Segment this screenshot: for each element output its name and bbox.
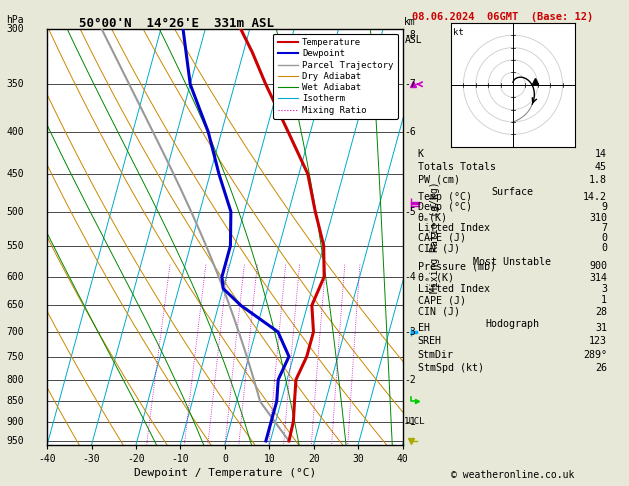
Text: 45: 45: [595, 162, 607, 172]
Text: Lifted Index: Lifted Index: [418, 284, 490, 294]
Text: SREH: SREH: [418, 336, 442, 346]
Text: Mixing Ratio (g/kg): Mixing Ratio (g/kg): [430, 181, 440, 293]
Text: 450: 450: [6, 169, 24, 179]
Text: hPa: hPa: [6, 15, 24, 25]
Text: © weatheronline.co.uk: © weatheronline.co.uk: [451, 470, 574, 480]
Text: 350: 350: [6, 79, 24, 89]
Text: 3: 3: [601, 284, 607, 294]
Text: Surface: Surface: [491, 187, 533, 197]
Text: CAPE (J): CAPE (J): [418, 233, 465, 243]
Text: 800: 800: [6, 375, 24, 384]
Text: 850: 850: [6, 396, 24, 406]
Text: Lifted Index: Lifted Index: [418, 223, 490, 233]
Text: -8: -8: [404, 30, 416, 40]
Text: 14: 14: [595, 149, 607, 159]
Text: StmDir: StmDir: [418, 349, 454, 360]
Text: -1: -1: [404, 417, 416, 427]
Text: -4: -4: [404, 272, 416, 282]
X-axis label: Dewpoint / Temperature (°C): Dewpoint / Temperature (°C): [134, 468, 316, 478]
Text: 400: 400: [6, 127, 24, 137]
Text: 1.8: 1.8: [589, 175, 607, 185]
Text: 314: 314: [589, 273, 607, 282]
Text: 0: 0: [601, 243, 607, 253]
Text: 500: 500: [6, 207, 24, 217]
Text: θₑ (K): θₑ (K): [418, 273, 454, 282]
Text: 900: 900: [589, 261, 607, 271]
Text: 650: 650: [6, 300, 24, 311]
Text: Pressure (mb): Pressure (mb): [418, 261, 496, 271]
Text: -2: -2: [404, 375, 416, 384]
Text: 50°00'N  14°26'E  331m ASL: 50°00'N 14°26'E 331m ASL: [79, 17, 274, 30]
Text: 7: 7: [601, 223, 607, 233]
Text: -7: -7: [404, 79, 416, 89]
Text: Dewp (°C): Dewp (°C): [418, 202, 472, 212]
Text: CIN (J): CIN (J): [418, 307, 460, 316]
Text: 26: 26: [595, 363, 607, 373]
Text: kt: kt: [454, 28, 464, 37]
Text: 900: 900: [6, 417, 24, 427]
Text: 550: 550: [6, 241, 24, 251]
Text: Hodograph: Hodograph: [486, 319, 539, 330]
Text: km: km: [404, 17, 416, 27]
Text: PW (cm): PW (cm): [418, 175, 460, 185]
Text: ASL: ASL: [404, 35, 422, 45]
Text: 310: 310: [589, 212, 607, 223]
Text: 289°: 289°: [583, 349, 607, 360]
Text: 750: 750: [6, 351, 24, 362]
Text: CIN (J): CIN (J): [418, 243, 460, 253]
Text: 600: 600: [6, 272, 24, 282]
Text: -3: -3: [404, 327, 416, 337]
Text: 28: 28: [595, 307, 607, 316]
Text: EH: EH: [418, 323, 430, 333]
Text: Most Unstable: Most Unstable: [473, 257, 552, 267]
Text: 1: 1: [601, 295, 607, 305]
Text: StmSpd (kt): StmSpd (kt): [418, 363, 484, 373]
Text: 700: 700: [6, 327, 24, 337]
Text: 31: 31: [595, 323, 607, 333]
Text: 08.06.2024  06GMT  (Base: 12): 08.06.2024 06GMT (Base: 12): [412, 12, 593, 22]
Text: Temp (°C): Temp (°C): [418, 192, 472, 202]
Text: 123: 123: [589, 336, 607, 346]
Text: 300: 300: [6, 24, 24, 34]
Text: -5: -5: [404, 207, 416, 217]
Text: θₑ(K): θₑ(K): [418, 212, 448, 223]
Legend: Temperature, Dewpoint, Parcel Trajectory, Dry Adiabat, Wet Adiabat, Isotherm, Mi: Temperature, Dewpoint, Parcel Trajectory…: [273, 34, 398, 119]
Text: -6: -6: [404, 127, 416, 137]
Text: 1LCL: 1LCL: [404, 417, 426, 426]
Text: 9: 9: [601, 202, 607, 212]
Text: K: K: [418, 149, 424, 159]
Text: 0: 0: [601, 233, 607, 243]
Text: Totals Totals: Totals Totals: [418, 162, 496, 172]
Text: CAPE (J): CAPE (J): [418, 295, 465, 305]
Text: 14.2: 14.2: [583, 192, 607, 202]
Text: 950: 950: [6, 436, 24, 446]
